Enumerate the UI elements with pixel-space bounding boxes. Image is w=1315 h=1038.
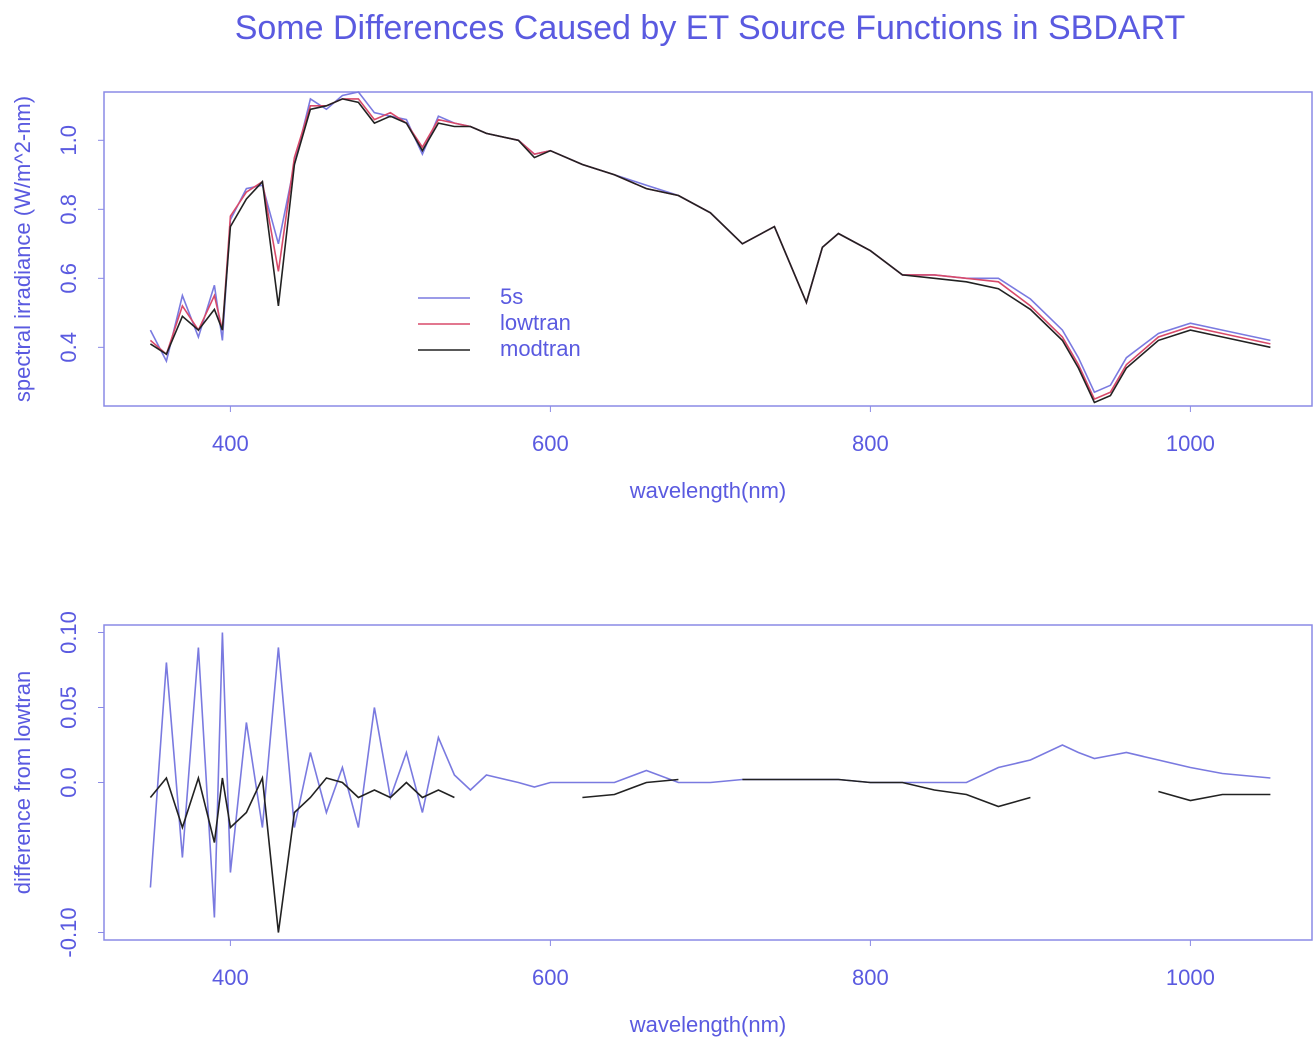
y-tick-label: 0.05: [56, 686, 81, 729]
chart-title: Some Differences Caused by ET Source Fun…: [235, 9, 1186, 47]
series-line: [149, 632, 1271, 918]
x-tick-label: 400: [212, 965, 249, 990]
series-line: [149, 775, 1271, 933]
y-tick-label: 0.8: [56, 194, 81, 225]
x-tick-label: 400: [212, 431, 249, 456]
x-tick-label: 600: [532, 965, 569, 990]
y-tick-label: 0.4: [56, 332, 81, 363]
y-tick-label: 0.10: [56, 611, 81, 654]
x-tick-label: 600: [532, 431, 569, 456]
x-tick-label: 800: [852, 965, 889, 990]
y-axis-label: difference from lowtran: [10, 671, 35, 894]
series-line: [149, 98, 1271, 401]
x-tick-label: 1000: [1166, 431, 1215, 456]
x-tick-label: 800: [852, 431, 889, 456]
series-line: [149, 91, 1271, 394]
series-line: [149, 98, 1271, 404]
legend-label: modtran: [500, 336, 581, 361]
x-axis-label: wavelength(nm): [629, 478, 787, 503]
plot-frame: [103, 91, 1313, 407]
x-tick-label: 1000: [1166, 965, 1215, 990]
y-tick-label: -0.10: [56, 907, 81, 957]
y-axis-label: spectral irradiance (W/m^2-nm): [10, 96, 35, 402]
x-axis-label: wavelength(nm): [629, 1012, 787, 1037]
legend-label: 5s: [500, 284, 523, 309]
y-tick-label: 0.0: [56, 767, 81, 798]
legend-label: lowtran: [500, 310, 571, 335]
y-tick-label: 0.6: [56, 263, 81, 294]
y-tick-label: 1.0: [56, 125, 81, 156]
